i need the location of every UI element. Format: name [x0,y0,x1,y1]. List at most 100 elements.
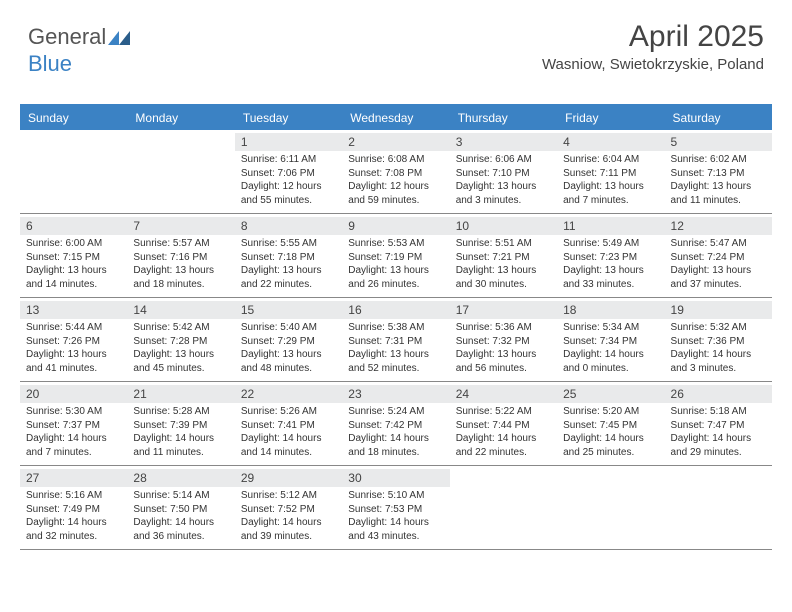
day-number: 23 [342,385,449,403]
day-header: Saturday [665,106,772,130]
day-header: Wednesday [342,106,449,130]
calendar-day-cell: 4 Sunrise: 6:04 AMSunset: 7:11 PMDaylight… [557,130,664,213]
calendar-day-cell: 14 Sunrise: 5:42 AMSunset: 7:28 PMDayligh… [127,298,234,381]
day-info: Sunrise: 5:53 AMSunset: 7:19 PMDaylight:… [348,237,443,291]
calendar-day-cell: 22 Sunrise: 5:26 AMSunset: 7:41 PMDayligh… [235,382,342,465]
calendar-day-cell: 3 Sunrise: 6:06 AMSunset: 7:10 PMDaylight… [450,130,557,213]
day-header: Friday [557,106,664,130]
day-number: 3 [450,133,557,151]
logo-text-1: General [28,24,106,49]
day-info: Sunrise: 5:49 AMSunset: 7:23 PMDaylight:… [563,237,658,291]
calendar-week-row: 20 Sunrise: 5:30 AMSunset: 7:37 PMDayligh… [20,382,772,466]
calendar-day-cell: 19 Sunrise: 5:32 AMSunset: 7:36 PMDayligh… [665,298,772,381]
day-info: Sunrise: 5:40 AMSunset: 7:29 PMDaylight:… [241,321,336,375]
calendar-day-cell: 2 Sunrise: 6:08 AMSunset: 7:08 PMDaylight… [342,130,449,213]
calendar-day-cell: 26 Sunrise: 5:18 AMSunset: 7:47 PMDayligh… [665,382,772,465]
day-number: 16 [342,301,449,319]
day-info: Sunrise: 5:47 AMSunset: 7:24 PMDaylight:… [671,237,766,291]
day-info: Sunrise: 6:08 AMSunset: 7:08 PMDaylight:… [348,153,443,207]
calendar-day-cell: 24Sunrise: 5:22 AMSunset: 7:44 PMDayligh… [450,382,557,465]
calendar-week-row: 13 Sunrise: 5:44 AMSunset: 7:26 PMDayligh… [20,298,772,382]
day-header: Monday [127,106,234,130]
calendar-day-cell: 16 Sunrise: 5:38 AMSunset: 7:31 PMDayligh… [342,298,449,381]
calendar-day-cell: 11Sunrise: 5:49 AMSunset: 7:23 PMDayligh… [557,214,664,297]
calendar-day-cell: 29 Sunrise: 5:12 AMSunset: 7:52 PMDayligh… [235,466,342,549]
header: April 2025 Wasniow, Swietokrzyskie, Pola… [542,20,764,73]
page-subtitle: Wasniow, Swietokrzyskie, Poland [542,56,764,73]
calendar-day-cell: 20 Sunrise: 5:30 AMSunset: 7:37 PMDayligh… [20,382,127,465]
day-info: Sunrise: 5:24 AMSunset: 7:42 PMDaylight:… [348,405,443,459]
day-number: 30 [342,469,449,487]
calendar-day-cell [450,466,557,549]
day-info: Sunrise: 6:00 AMSunset: 7:15 PMDaylight:… [26,237,121,291]
day-number: 8 [235,217,342,235]
calendar-day-cell [127,130,234,213]
calendar: SundayMondayTuesdayWednesdayThursdayFrid… [20,104,772,550]
day-number: 4 [557,133,664,151]
day-number: 25 [557,385,664,403]
day-info: Sunrise: 5:20 AMSunset: 7:45 PMDaylight:… [563,405,658,459]
day-info: Sunrise: 5:51 AMSunset: 7:21 PMDaylight:… [456,237,551,291]
day-info: Sunrise: 5:22 AMSunset: 7:44 PMDaylight:… [456,405,551,459]
day-info: Sunrise: 5:57 AMSunset: 7:16 PMDaylight:… [133,237,228,291]
calendar-week-row: 6Sunrise: 6:00 AMSunset: 7:15 PMDaylight… [20,214,772,298]
day-info: Sunrise: 6:04 AMSunset: 7:11 PMDaylight:… [563,153,658,207]
calendar-day-cell: 28 Sunrise: 5:14 AMSunset: 7:50 PMDayligh… [127,466,234,549]
calendar-day-cell [557,466,664,549]
day-info: Sunrise: 5:42 AMSunset: 7:28 PMDaylight:… [133,321,228,375]
day-number: 7 [127,217,234,235]
day-number: 19 [665,301,772,319]
calendar-day-cell: 10Sunrise: 5:51 AMSunset: 7:21 PMDayligh… [450,214,557,297]
logo-icon [108,25,130,51]
day-info: Sunrise: 5:38 AMSunset: 7:31 PMDaylight:… [348,321,443,375]
day-number: 29 [235,469,342,487]
day-number: 15 [235,301,342,319]
day-number: 2 [342,133,449,151]
day-info: Sunrise: 5:30 AMSunset: 7:37 PMDaylight:… [26,405,121,459]
calendar-day-cell: 27Sunrise: 5:16 AMSunset: 7:49 PMDayligh… [20,466,127,549]
calendar-day-cell: 30 Sunrise: 5:10 AMSunset: 7:53 PMDayligh… [342,466,449,549]
day-info: Sunrise: 5:14 AMSunset: 7:50 PMDaylight:… [133,489,228,543]
calendar-day-cell: 15 Sunrise: 5:40 AMSunset: 7:29 PMDayligh… [235,298,342,381]
day-info: Sunrise: 5:44 AMSunset: 7:26 PMDaylight:… [26,321,121,375]
calendar-day-cell [665,466,772,549]
day-info: Sunrise: 5:34 AMSunset: 7:34 PMDaylight:… [563,321,658,375]
day-info: Sunrise: 5:12 AMSunset: 7:52 PMDaylight:… [241,489,336,543]
day-info: Sunrise: 5:18 AMSunset: 7:47 PMDaylight:… [671,405,766,459]
day-number: 13 [20,301,127,319]
calendar-day-cell: 23 Sunrise: 5:24 AMSunset: 7:42 PMDayligh… [342,382,449,465]
day-info: Sunrise: 6:02 AMSunset: 7:13 PMDaylight:… [671,153,766,207]
day-info: Sunrise: 6:06 AMSunset: 7:10 PMDaylight:… [456,153,551,207]
day-header: Tuesday [235,106,342,130]
day-number: 26 [665,385,772,403]
day-info: Sunrise: 6:11 AMSunset: 7:06 PMDaylight:… [241,153,336,207]
day-info: Sunrise: 5:36 AMSunset: 7:32 PMDaylight:… [456,321,551,375]
calendar-day-cell: 21Sunrise: 5:28 AMSunset: 7:39 PMDayligh… [127,382,234,465]
day-number: 12 [665,217,772,235]
calendar-day-cell: 25 Sunrise: 5:20 AMSunset: 7:45 PMDayligh… [557,382,664,465]
calendar-day-cell: 18Sunrise: 5:34 AMSunset: 7:34 PMDayligh… [557,298,664,381]
calendar-day-cell: 8Sunrise: 5:55 AMSunset: 7:18 PMDaylight… [235,214,342,297]
day-info: Sunrise: 5:10 AMSunset: 7:53 PMDaylight:… [348,489,443,543]
calendar-day-cell: 7 Sunrise: 5:57 AMSunset: 7:16 PMDaylight… [127,214,234,297]
calendar-day-cell [20,130,127,213]
day-info: Sunrise: 5:26 AMSunset: 7:41 PMDaylight:… [241,405,336,459]
calendar-day-cell: 12 Sunrise: 5:47 AMSunset: 7:24 PMDayligh… [665,214,772,297]
day-number: 28 [127,469,234,487]
day-info: Sunrise: 5:32 AMSunset: 7:36 PMDaylight:… [671,321,766,375]
day-number: 20 [20,385,127,403]
logo: General Blue [28,24,130,77]
calendar-week-row: 1 Sunrise: 6:11 AMSunset: 7:06 PMDaylight… [20,130,772,214]
calendar-day-cell: 6Sunrise: 6:00 AMSunset: 7:15 PMDaylight… [20,214,127,297]
day-header: Thursday [450,106,557,130]
day-number: 21 [127,385,234,403]
calendar-day-cell: 5Sunrise: 6:02 AMSunset: 7:13 PMDaylight… [665,130,772,213]
page-title: April 2025 [542,20,764,54]
day-number: 9 [342,217,449,235]
day-number: 22 [235,385,342,403]
day-info: Sunrise: 5:16 AMSunset: 7:49 PMDaylight:… [26,489,121,543]
day-number: 1 [235,133,342,151]
day-number: 17 [450,301,557,319]
calendar-day-cell: 13 Sunrise: 5:44 AMSunset: 7:26 PMDayligh… [20,298,127,381]
day-number: 14 [127,301,234,319]
